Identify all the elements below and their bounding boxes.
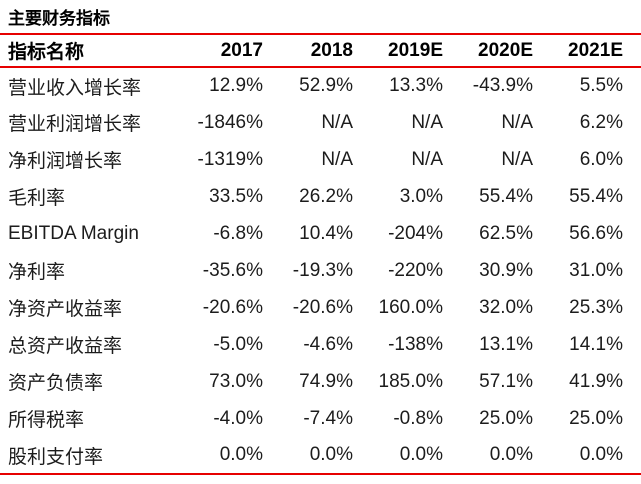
- metric-value: 0.0%: [309, 444, 353, 465]
- metric-value: -1846%: [197, 111, 264, 133]
- column-header-2019e: 2019E: [388, 39, 443, 61]
- metric-label: 净利率: [8, 262, 66, 283]
- column-header-2021e: 2021E: [568, 39, 623, 61]
- metric-label: 资产负债率: [8, 373, 104, 394]
- metric-value: -20.6%: [202, 296, 263, 318]
- table-row: 总资产收益率 -5.0% -4.6% -138% 13.1% 14.1%: [0, 326, 641, 363]
- metric-label: 营业收入增长率: [8, 77, 142, 99]
- table-row: 净利率 -35.6% -19.3% -220% 30.9% 31.0%: [0, 252, 641, 289]
- metric-value: -19.3%: [292, 259, 353, 281]
- metric-value: 62.5%: [479, 222, 533, 244]
- table-row: 营业利润增长率 -1846% N/A N/A N/A 6.2%: [0, 104, 641, 141]
- metric-value: 33.5%: [209, 185, 263, 207]
- metric-value: 0.0%: [399, 444, 443, 465]
- metric-value: N/A: [501, 111, 533, 133]
- financial-metrics-table: 指标名称 2017 2018 2019E 2020E 2021E 营业收入增长率 12.9%…: [0, 33, 641, 475]
- metric-value: 0.0%: [219, 444, 263, 465]
- table-row: 营业收入增长率 12.9% 52.9% 13.3% -43.9% 5.5%: [0, 67, 641, 104]
- metric-value: -204%: [388, 222, 443, 244]
- metric-value: 12.9%: [209, 75, 263, 96]
- table-row: 净资产收益率 -20.6% -20.6% 160.0% 32.0% 25.3%: [0, 289, 641, 326]
- metric-value: 185.0%: [378, 370, 443, 392]
- metric-value: -0.8%: [393, 407, 443, 429]
- metric-label: 净资产收益率: [8, 299, 123, 320]
- table-row: 股利支付率 0.0% 0.0% 0.0% 0.0% 0.0%: [0, 437, 641, 474]
- metric-value: 52.9%: [299, 75, 353, 96]
- metric-value: 55.4%: [569, 185, 623, 207]
- column-header-2020e: 2020E: [478, 39, 533, 61]
- metric-label: 总资产收益率: [8, 336, 123, 357]
- column-header-2017: 2017: [220, 39, 263, 61]
- metric-value: -43.9%: [472, 75, 533, 96]
- metric-value: -6.8%: [213, 222, 263, 244]
- metric-value: N/A: [411, 111, 443, 133]
- table-row: EBITDA Margin -6.8% 10.4% -204% 62.5% 56.6%: [0, 215, 641, 252]
- metric-value: 160.0%: [378, 296, 443, 318]
- metric-value: -138%: [388, 333, 443, 355]
- metric-value: N/A: [411, 148, 443, 170]
- metric-value: 5.5%: [579, 75, 623, 96]
- metric-label: 毛利率: [8, 188, 66, 209]
- metric-label: 净利润增长率: [8, 151, 123, 172]
- metric-value: 26.2%: [299, 185, 353, 207]
- metric-value: -35.6%: [202, 259, 263, 281]
- metric-value: 74.9%: [299, 370, 353, 392]
- metric-value: -4.0%: [213, 407, 263, 429]
- table-header: 指标名称 2017 2018 2019E 2020E 2021E: [0, 34, 641, 67]
- metric-value: 3.0%: [399, 185, 443, 207]
- metric-label: 营业利润增长率: [8, 114, 142, 135]
- table-body: 营业收入增长率 12.9% 52.9% 13.3% -43.9% 5.5% 营业利润增长率 -…: [0, 67, 641, 474]
- column-header-metric-name: 指标名称: [8, 42, 85, 63]
- metric-value: 10.4%: [299, 222, 353, 244]
- metric-value: 0.0%: [579, 444, 623, 465]
- metric-value: 32.0%: [479, 296, 533, 318]
- table-row: 资产负债率 73.0% 74.9% 185.0% 57.1% 41.9%: [0, 363, 641, 400]
- metric-value: 0.0%: [489, 444, 533, 465]
- metric-value: N/A: [321, 148, 353, 170]
- metric-value: -1319%: [197, 148, 264, 170]
- metric-value: 25.0%: [569, 407, 623, 429]
- table-title: 主要财务指标: [8, 9, 110, 28]
- metric-value: N/A: [321, 111, 353, 133]
- table-row: 净利润增长率 -1319% N/A N/A N/A 6.0%: [0, 141, 641, 178]
- metric-value: 73.0%: [209, 370, 263, 392]
- metric-value: 55.4%: [479, 185, 533, 207]
- metric-value: N/A: [501, 148, 533, 170]
- metric-value: 25.0%: [479, 407, 533, 429]
- metric-label: 股利支付率: [8, 446, 104, 468]
- metric-value: 31.0%: [569, 259, 623, 281]
- metric-value: -5.0%: [213, 333, 263, 355]
- metric-value: 41.9%: [569, 370, 623, 392]
- metric-value: 56.6%: [569, 222, 623, 244]
- metric-value: 13.1%: [479, 333, 533, 355]
- metric-label: EBITDA Margin: [8, 222, 139, 244]
- table-row: 毛利率 33.5% 26.2% 3.0% 55.4% 55.4%: [0, 178, 641, 215]
- metric-value: -4.6%: [303, 333, 353, 355]
- header-row: 指标名称 2017 2018 2019E 2020E 2021E: [0, 34, 641, 67]
- metric-value: 25.3%: [569, 296, 623, 318]
- metric-value: 6.2%: [579, 111, 623, 133]
- metric-value: 57.1%: [479, 370, 533, 392]
- metric-value: 30.9%: [479, 259, 533, 281]
- metric-value: 6.0%: [579, 148, 623, 170]
- metric-label: 所得税率: [8, 410, 85, 431]
- metric-value: -20.6%: [292, 296, 353, 318]
- column-header-2018: 2018: [310, 39, 353, 61]
- metric-value: 13.3%: [389, 75, 443, 96]
- metric-value: -7.4%: [303, 407, 353, 429]
- table-row: 所得税率 -4.0% -7.4% -0.8% 25.0% 25.0%: [0, 400, 641, 437]
- metric-value: 14.1%: [569, 333, 623, 355]
- metric-value: -220%: [388, 259, 443, 281]
